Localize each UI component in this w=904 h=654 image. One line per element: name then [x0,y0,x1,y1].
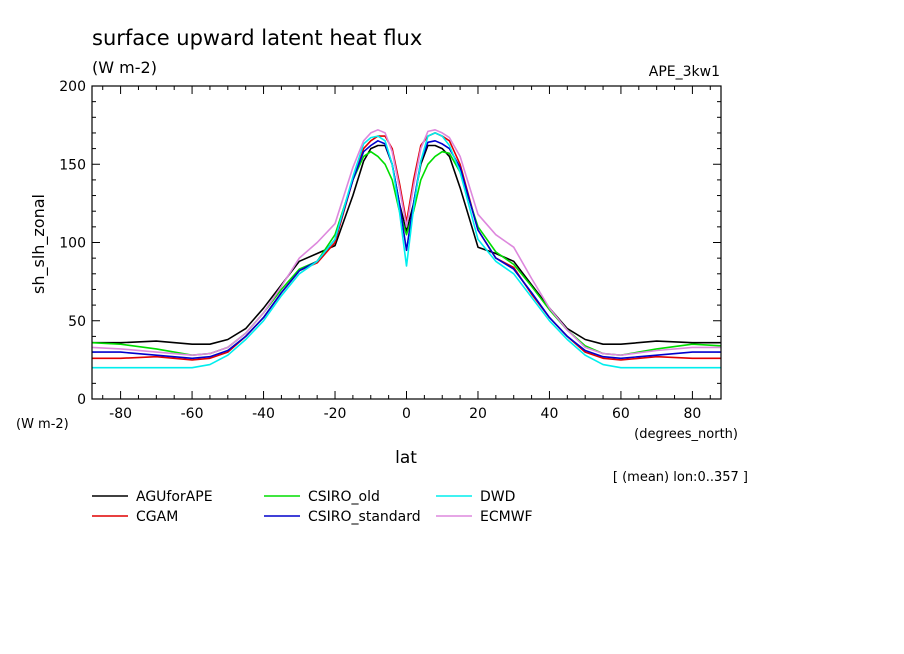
y-tick-label: 150 [59,157,86,173]
x-tick-label: 80 [683,406,701,422]
x-axis-units: (degrees_north) [634,427,738,442]
axis-ticks: -80 -60 -40 -20 0 20 40 60 80 0 50 100 150 200 [59,79,721,422]
y-tick-label: 50 [68,314,86,330]
y-tick-label: 200 [59,79,86,95]
series-line-dwd [92,132,721,369]
chart-units: (W m-2) [92,58,157,77]
legend-label: CSIRO_standard [308,509,421,525]
series-line-csiro_standard [92,140,721,360]
series-lines [91,129,722,369]
legend-label: CSIRO_old [308,489,380,505]
averaging-note: [ (mean) lon:0..357 ] [613,470,748,485]
y-axis-label: sh_slh_zonal [29,194,49,294]
series-line-ecmwf [91,129,721,357]
legend-label: DWD [480,489,515,505]
x-tick-label: -20 [324,406,347,422]
legend: AGUforAPE CGAM CSIRO_old CSIRO_standard DWD E… [92,489,533,525]
plot-frame [91,85,722,400]
x-tick-label: 20 [469,406,487,422]
x-axis-label: lat [395,448,417,468]
y-tick-label: 100 [59,236,86,252]
chart-title: surface upward latent heat flux [92,26,422,50]
x-tick-label: -60 [181,406,204,422]
y-tick-label: 0 [77,392,86,408]
legend-label: CGAM [136,509,178,525]
x-tick-label: -80 [109,406,132,422]
x-tick-label: 40 [541,406,559,422]
legend-label: AGUforAPE [136,489,213,505]
x-tick-label: 60 [612,406,630,422]
experiment-label: APE_3kw1 [649,64,720,80]
x-tick-label: -40 [252,406,275,422]
x-tick-label: 0 [402,406,411,422]
y-axis-units: (W m-2) [16,417,69,432]
legend-label: ECMWF [480,509,533,525]
